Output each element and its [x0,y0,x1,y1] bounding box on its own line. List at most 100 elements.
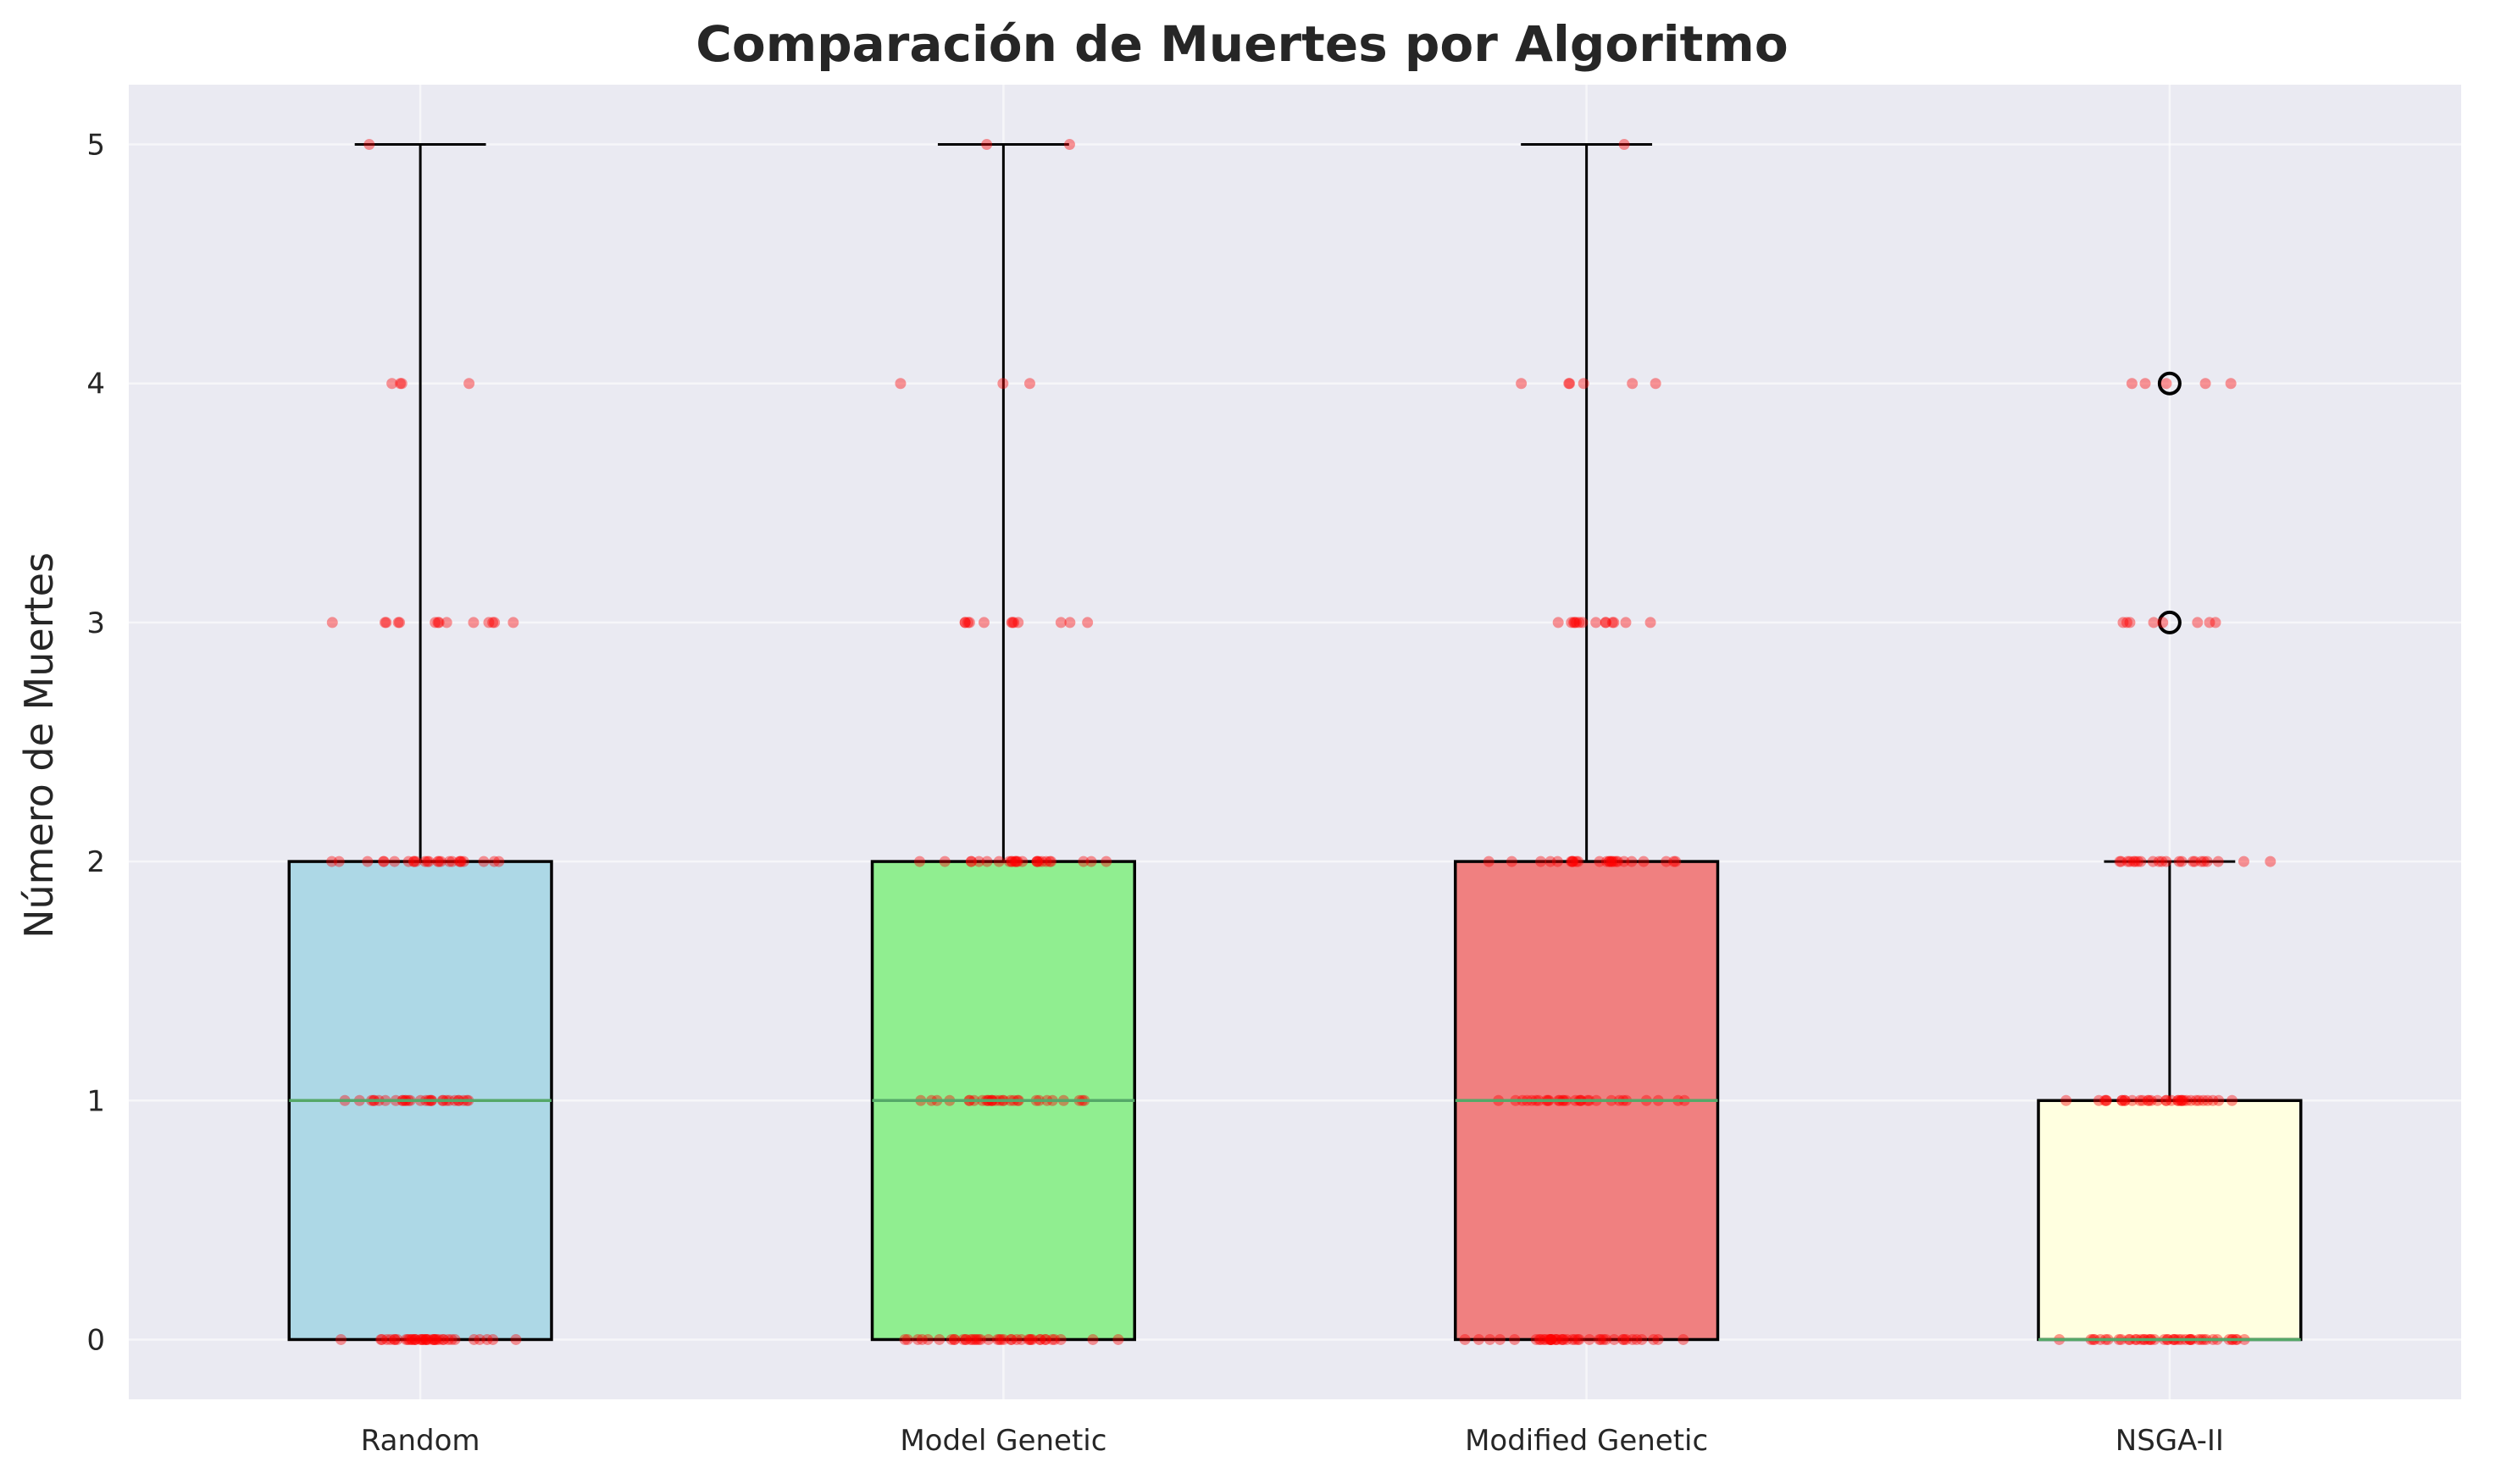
data-point [435,856,446,867]
data-point [993,856,1005,867]
data-point [1516,378,1528,390]
data-point [1552,617,1564,628]
data-point [1678,1333,1689,1345]
data-point [1044,856,1056,867]
data-point [1608,856,1620,867]
data-point [1661,856,1672,867]
data-point [1539,1333,1551,1345]
data-point [408,856,420,867]
data-point [394,617,406,628]
data-point [453,856,465,867]
data-point [1544,1333,1556,1345]
outlier-marker [2157,610,2182,634]
data-point [1571,856,1583,867]
data-point [2202,1094,2214,1106]
data-point [2143,1094,2154,1106]
data-point [1604,856,1616,867]
data-point [2207,1094,2219,1106]
data-point [2265,856,2276,867]
data-point [1550,1333,1561,1345]
data-point [973,856,984,867]
data-point [2213,1094,2225,1106]
data-point [1648,1333,1660,1345]
data-point [1627,1333,1639,1345]
data-point [1040,1333,1051,1345]
data-point [1600,617,1611,628]
y-tick-label: 2 [86,845,105,879]
outlier-marker [2157,371,2182,396]
data-point [901,1333,913,1345]
data-point [1055,617,1067,628]
data-point [1561,1333,1572,1345]
data-point [1530,1333,1542,1345]
data-point [1459,1333,1471,1345]
data-point [389,1333,401,1345]
data-point [949,1333,961,1345]
data-point [326,617,338,628]
data-point [1564,378,1576,390]
data-point [2099,1094,2111,1106]
data-point [1112,1333,1124,1345]
chart-title: Comparación de Muertes por Algoritmo [696,15,1788,73]
data-point [1611,856,1622,867]
data-point [978,617,990,628]
data-point [1036,856,1048,867]
data-point [403,1333,415,1345]
data-point [2127,1094,2138,1106]
data-point [1606,617,1618,628]
data-point [400,1333,412,1345]
data-point [2137,1094,2149,1106]
data-point [2172,1094,2184,1106]
data-point [335,1333,347,1345]
data-point [437,1333,449,1345]
data-point [421,856,433,867]
data-point [1627,378,1639,390]
data-point [1605,856,1617,867]
data-point [1010,856,1022,867]
data-point [1556,1333,1568,1345]
y-tick-label: 0 [86,1323,105,1357]
data-point [1034,1333,1045,1345]
data-point [2093,1094,2104,1106]
data-point [2172,1094,2184,1106]
data-point [2124,856,2136,867]
data-point [1012,617,1024,628]
data-point [981,856,993,867]
data-point [2176,856,2188,867]
data-point [962,617,974,628]
data-point [2132,856,2144,867]
data-point [994,1333,1006,1345]
data-point [441,617,452,628]
data-point [916,1333,928,1345]
data-point [2139,378,2151,390]
data-point [1082,617,1094,628]
data-point [1571,617,1583,628]
data-point [1636,1333,1648,1345]
data-point [2189,856,2201,867]
data-point [1011,856,1023,867]
data-point [2225,378,2237,390]
data-point [1600,617,1611,628]
data-point [333,856,345,867]
data-point [363,139,375,151]
data-point [1618,856,1630,867]
data-point [2152,1094,2164,1106]
data-point [420,1333,432,1345]
data-point [1011,1333,1023,1345]
data-point [488,856,500,867]
data-point [2201,856,2213,867]
data-point [997,378,1009,390]
data-point [2176,1094,2188,1106]
data-point [385,1333,396,1345]
data-point [948,1333,960,1345]
data-point [939,856,951,867]
data-point [1568,617,1580,628]
data-point [1638,856,1650,867]
data-point [1551,856,1563,867]
x-tick-label: Model Genetic [900,1424,1106,1458]
data-point [493,856,505,867]
data-point [2226,1094,2238,1106]
data-point [2198,856,2210,867]
data-point [2175,1094,2187,1106]
